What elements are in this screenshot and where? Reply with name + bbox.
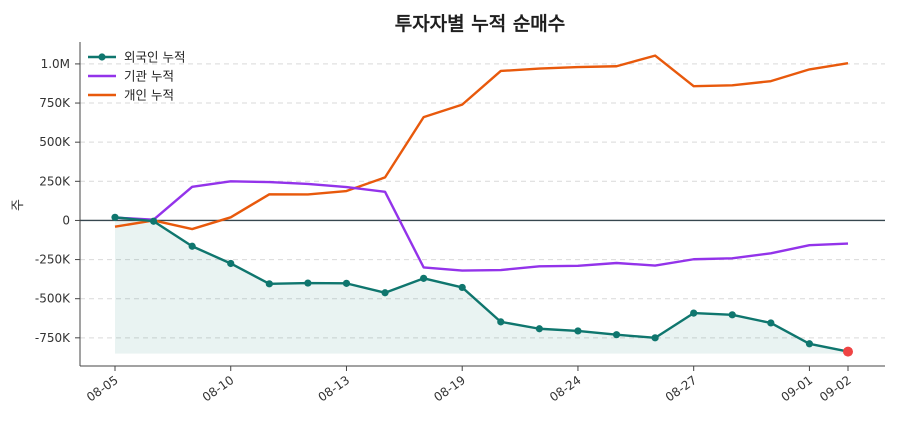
data-point: [420, 274, 428, 282]
data-point: [651, 334, 659, 342]
series-line: [114, 54, 849, 231]
x-tick-label: 08-19: [431, 373, 468, 404]
data-point: [188, 242, 196, 250]
x-tick-label: 08-10: [200, 373, 237, 404]
data-point: [805, 340, 814, 348]
y-tick-label: 750K: [39, 96, 71, 110]
data-point: [767, 319, 775, 327]
y-tick-label: 500K: [39, 135, 71, 149]
marker-layer: [111, 213, 853, 357]
y-tick-label: 0: [62, 213, 70, 227]
data-point: [612, 331, 621, 339]
data-point: [227, 259, 235, 268]
last-point-marker: [843, 346, 853, 357]
data-point: [535, 325, 543, 333]
data-point: [342, 279, 351, 287]
legend-label: 개인 누적: [124, 88, 174, 103]
data-point: [265, 280, 273, 288]
y-axis-label: 주: [11, 199, 26, 211]
data-point: [304, 279, 312, 287]
data-point: [381, 289, 389, 297]
legend-label: 기관 누적: [124, 69, 174, 84]
x-tick-label: 09-01: [779, 373, 816, 404]
series-area: [115, 217, 848, 354]
data-point: [458, 283, 466, 292]
series-line: [114, 216, 849, 353]
x-tick-label: 08-24: [547, 373, 584, 404]
line-layer: [114, 54, 849, 353]
data-point: [111, 213, 119, 221]
y-tick-label: -500K: [35, 292, 71, 306]
x-tick-label: 08-27: [663, 373, 700, 404]
chart-title: 투자자별 누적 순매수: [395, 13, 566, 35]
y-tick-label: -750K: [35, 331, 71, 345]
series-line: [114, 180, 849, 272]
x-tick-label: 08-05: [84, 373, 121, 404]
legend-marker: [98, 53, 106, 61]
data-point: [497, 318, 505, 326]
data-point: [149, 217, 158, 225]
data-point: [690, 309, 698, 317]
legend-label: 외국인 누적: [124, 50, 185, 65]
y-tick-label: 1.0M: [41, 57, 70, 71]
area-layer: [115, 217, 848, 354]
grid-layer: [80, 63, 885, 339]
x-tick-label: 09-02: [817, 373, 854, 404]
x-tick-label: 08-13: [316, 373, 353, 404]
data-point: [574, 327, 582, 335]
data-point: [728, 311, 736, 319]
y-tick-label: -250K: [35, 253, 71, 267]
y-tick-label: 250K: [39, 174, 71, 188]
